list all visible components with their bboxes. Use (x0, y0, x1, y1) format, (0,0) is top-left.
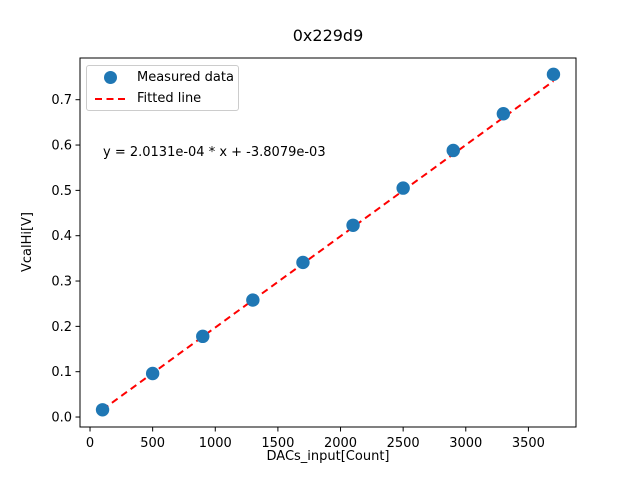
x-tick-label: 2000 (324, 436, 357, 451)
x-tick-label: 1000 (199, 436, 232, 451)
scatter-point (496, 107, 511, 121)
legend-label-measured-data: Measured data (137, 70, 234, 85)
y-tick-label: 0.0 (51, 411, 72, 426)
scatter-point (196, 329, 210, 344)
x-tick-label: 2500 (387, 436, 420, 451)
legend-handle (95, 71, 125, 84)
scatter-point (446, 143, 460, 158)
scatter-point (546, 67, 561, 82)
legend-handle (95, 97, 125, 100)
x-tick-label: 3500 (512, 436, 545, 451)
legend-entry-fitted-line: Fitted line (93, 88, 232, 109)
y-axis-label: VcalHi[V] (19, 212, 35, 273)
x-tick-label: 500 (140, 436, 165, 451)
x-axis-label: DACs_input[Count] (266, 449, 390, 464)
x-tick-label: 1500 (261, 436, 294, 451)
fitted-line (101, 80, 555, 411)
dashed-line-icon (95, 97, 125, 100)
y-tick-label: 0.1 (51, 365, 72, 380)
legend: Measured data Fitted line (86, 65, 239, 111)
x-tick-label: 0 (86, 436, 94, 451)
legend-entry-measured-data: Measured data (93, 67, 234, 88)
scatter-point (346, 218, 360, 232)
scatter-point (95, 403, 110, 417)
scatter-point (246, 293, 260, 307)
scatter-marker-icon (103, 71, 117, 84)
x-tick-label: 3000 (449, 436, 482, 451)
y-tick-label: 0.2 (51, 320, 72, 335)
y-tick-label: 0.6 (51, 139, 72, 154)
chart-title: 0x229d9 (292, 26, 364, 45)
y-tick-label: 0.5 (51, 184, 72, 199)
legend-label-fitted-line: Fitted line (137, 91, 202, 106)
fit-equation-annotation: y = 2.0131e-04 * x + -3.8079e-03 (103, 145, 326, 160)
y-tick-label: 0.4 (51, 229, 72, 244)
scatter-point (145, 366, 160, 381)
scatter-point (296, 255, 310, 270)
y-tick-label: 0.3 (51, 275, 72, 290)
scatter-point (396, 181, 410, 195)
y-tick-label: 0.7 (51, 93, 72, 108)
